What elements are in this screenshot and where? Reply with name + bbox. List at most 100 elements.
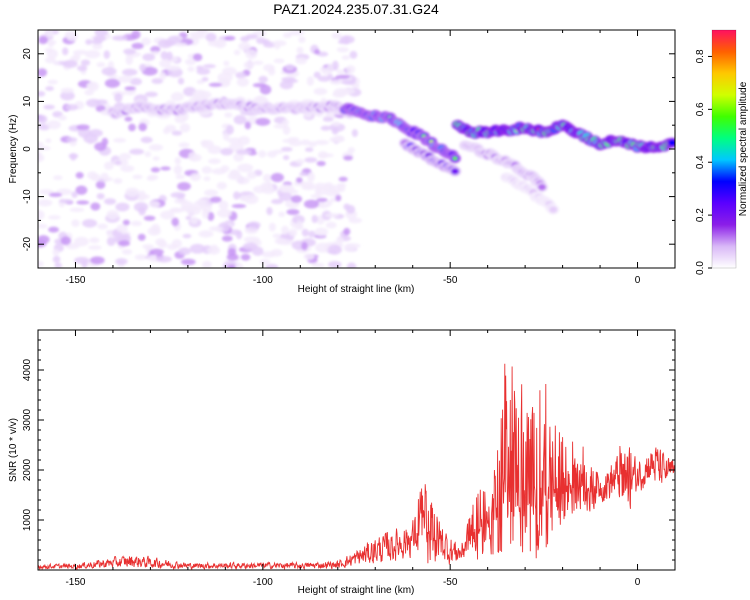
noise-blob bbox=[188, 31, 205, 37]
noise-blob bbox=[130, 220, 142, 227]
snr-x-tick-label: 0 bbox=[635, 577, 641, 588]
noise-blob bbox=[314, 227, 329, 237]
noise-blob bbox=[227, 137, 242, 144]
noise-blob bbox=[346, 262, 357, 268]
noise-blob bbox=[133, 202, 149, 212]
noise-blob bbox=[298, 36, 306, 43]
noise-blob bbox=[129, 148, 145, 155]
noise-blob bbox=[149, 200, 161, 208]
noise-blob bbox=[223, 60, 230, 67]
noise-blob bbox=[58, 198, 73, 204]
noise-blob bbox=[139, 63, 147, 72]
noise-blob bbox=[295, 158, 305, 165]
noise-blob bbox=[200, 139, 209, 147]
noise-blob bbox=[121, 249, 133, 255]
noise-blob bbox=[166, 51, 173, 61]
noise-blob bbox=[181, 201, 194, 211]
colorbar-frame bbox=[711, 29, 737, 269]
noise-blob bbox=[38, 114, 48, 124]
noise-blob bbox=[316, 197, 328, 203]
noise-blob bbox=[140, 136, 153, 144]
noise-blob bbox=[170, 207, 181, 213]
noise-blob bbox=[144, 91, 158, 97]
noise-blob bbox=[103, 50, 110, 59]
noise-blob bbox=[85, 39, 93, 45]
noise-blob bbox=[88, 245, 102, 250]
noise-blob bbox=[160, 166, 171, 171]
noise-blob bbox=[295, 177, 303, 184]
spectrogram-x-label: Height of straight line (km) bbox=[298, 284, 415, 295]
noise-blob bbox=[93, 35, 107, 42]
noise-blob bbox=[151, 223, 161, 234]
noise-blob bbox=[296, 220, 303, 229]
noise-blob bbox=[303, 253, 315, 260]
noise-blob bbox=[331, 32, 342, 39]
noise-blob bbox=[83, 133, 98, 144]
noise-blob bbox=[47, 79, 58, 85]
noise-blob bbox=[160, 50, 168, 60]
colorbar-gradient bbox=[712, 30, 736, 268]
noise-blob bbox=[185, 215, 192, 220]
noise-blob bbox=[72, 49, 88, 55]
snr-y-label: SNR (10 * v/v) bbox=[8, 418, 19, 482]
noise-blob bbox=[233, 49, 241, 56]
noise-blob bbox=[332, 121, 341, 127]
noise-blob bbox=[285, 78, 299, 84]
noise-blob bbox=[216, 208, 232, 218]
noise-blob bbox=[101, 67, 117, 76]
snr-ticks: -150 -100 -50 0 1000 2000 3000 4000 bbox=[22, 329, 676, 588]
noise-blob bbox=[311, 214, 318, 224]
spectrogram-y-label: Frequency (Hz) bbox=[8, 115, 19, 184]
noise-blob bbox=[116, 224, 128, 233]
noise-blob bbox=[103, 177, 113, 182]
noise-blob bbox=[60, 91, 75, 101]
noise-blob bbox=[137, 195, 146, 202]
noise-blob bbox=[142, 244, 154, 249]
noise-blob bbox=[255, 117, 271, 126]
noise-blob bbox=[233, 152, 244, 162]
noise-blob bbox=[278, 192, 293, 202]
noise-blob bbox=[71, 191, 78, 199]
noise-blob bbox=[149, 248, 164, 256]
noise-blob bbox=[152, 156, 160, 161]
noise-blob bbox=[317, 203, 330, 209]
noise-blob bbox=[311, 262, 325, 268]
noise-blob bbox=[201, 202, 213, 213]
noise-blob bbox=[48, 192, 63, 197]
noise-blob bbox=[129, 77, 142, 86]
noise-blob bbox=[236, 77, 249, 87]
noise-blob bbox=[336, 69, 346, 75]
noise-blob bbox=[87, 171, 98, 180]
noise-blob bbox=[343, 227, 351, 236]
noise-blob bbox=[268, 67, 276, 76]
noise-blob bbox=[128, 123, 136, 132]
noise-blob bbox=[317, 75, 331, 82]
spectrogram-y-tick-label: -10 bbox=[22, 189, 33, 204]
colorbar-tick-label: 0.2 bbox=[695, 208, 706, 222]
noise-blob bbox=[160, 210, 175, 220]
noise-blob bbox=[214, 38, 227, 49]
noise-blob bbox=[317, 51, 329, 57]
noise-blob bbox=[313, 71, 321, 79]
noise-blob bbox=[238, 135, 250, 146]
noise-blob bbox=[272, 233, 282, 238]
noise-blob bbox=[124, 86, 137, 91]
noise-blob bbox=[328, 260, 342, 268]
noise-blob bbox=[131, 30, 141, 40]
noise-blob bbox=[202, 64, 216, 69]
colorbar-tick-label: 0.0 bbox=[695, 261, 706, 275]
noise-blob bbox=[335, 74, 351, 79]
noise-blob bbox=[96, 62, 106, 68]
noise-blob bbox=[281, 225, 289, 235]
trace-cell bbox=[668, 139, 675, 146]
noise-blob bbox=[69, 207, 85, 213]
noise-blob bbox=[333, 135, 345, 142]
noise-blob bbox=[282, 119, 289, 126]
colorbar-tick-label: 0.8 bbox=[695, 49, 706, 63]
trace-cell bbox=[450, 168, 459, 175]
noise-blob bbox=[196, 68, 211, 75]
noise-blob bbox=[271, 199, 283, 205]
noise-blob bbox=[237, 163, 254, 173]
